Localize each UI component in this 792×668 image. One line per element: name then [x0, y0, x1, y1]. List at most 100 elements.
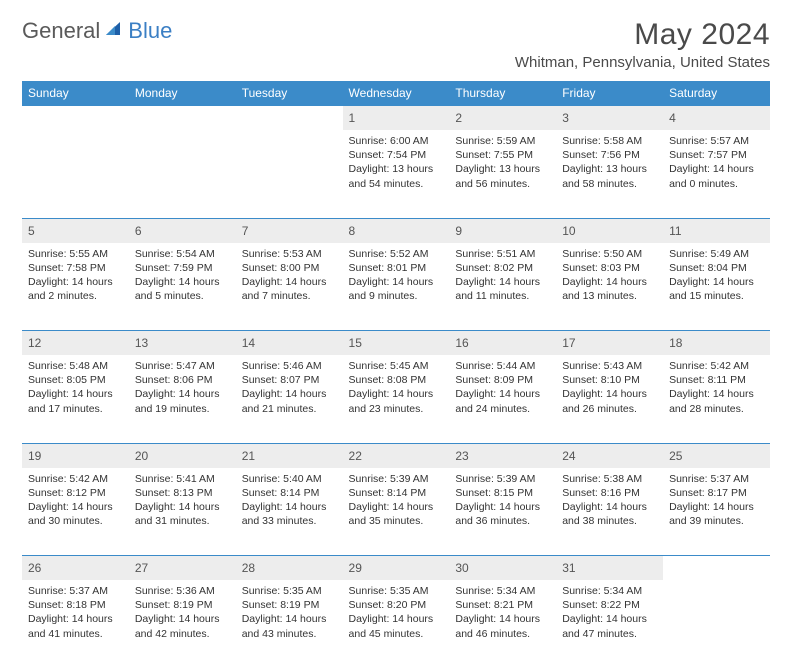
daynum-cell: 19 [22, 443, 129, 468]
daynum-cell: 31 [556, 556, 663, 581]
weekday-header: Thursday [449, 81, 556, 106]
sunrise-line: Sunrise: 5:58 AM [562, 134, 657, 148]
day-cell: Sunrise: 5:54 AMSunset: 7:59 PMDaylight:… [129, 243, 236, 331]
day-cell [663, 580, 770, 668]
day-cell: Sunrise: 5:57 AMSunset: 7:57 PMDaylight:… [663, 130, 770, 218]
sunset-line: Sunset: 8:03 PM [562, 261, 657, 275]
sunrise-line: Sunrise: 5:48 AM [28, 359, 123, 373]
title-block: May 2024 Whitman, Pennsylvania, United S… [515, 18, 770, 71]
daynum-cell: 7 [236, 218, 343, 243]
day-cell: Sunrise: 5:42 AMSunset: 8:11 PMDaylight:… [663, 355, 770, 443]
day-number: 24 [562, 449, 575, 463]
daynum-cell: 4 [663, 106, 770, 131]
day-number: 25 [669, 449, 682, 463]
daynum-row: 262728293031 [22, 556, 770, 581]
day-cell: Sunrise: 5:41 AMSunset: 8:13 PMDaylight:… [129, 468, 236, 556]
sunset-line: Sunset: 8:14 PM [242, 486, 337, 500]
day-details: Sunrise: 5:53 AMSunset: 8:00 PMDaylight:… [242, 247, 337, 304]
day-cell: Sunrise: 5:44 AMSunset: 8:09 PMDaylight:… [449, 355, 556, 443]
daynum-cell [129, 106, 236, 131]
sunrise-line: Sunrise: 5:42 AM [28, 472, 123, 486]
daynum-cell [236, 106, 343, 131]
sunset-line: Sunset: 7:54 PM [349, 148, 444, 162]
sunrise-line: Sunrise: 5:55 AM [28, 247, 123, 261]
page-header: General Blue May 2024 Whitman, Pennsylva… [22, 18, 770, 71]
content-row: Sunrise: 5:37 AMSunset: 8:18 PMDaylight:… [22, 580, 770, 668]
daynum-row: 1234 [22, 106, 770, 131]
daylight-line: Daylight: 14 hours and 33 minutes. [242, 500, 337, 528]
daylight-line: Daylight: 14 hours and 45 minutes. [349, 612, 444, 640]
day-number: 9 [455, 224, 462, 238]
daylight-line: Daylight: 14 hours and 35 minutes. [349, 500, 444, 528]
day-number: 12 [28, 336, 41, 350]
day-details: Sunrise: 5:57 AMSunset: 7:57 PMDaylight:… [669, 134, 764, 191]
daylight-line: Daylight: 14 hours and 2 minutes. [28, 275, 123, 303]
daynum-cell: 25 [663, 443, 770, 468]
day-details: Sunrise: 5:51 AMSunset: 8:02 PMDaylight:… [455, 247, 550, 304]
sunrise-line: Sunrise: 5:52 AM [349, 247, 444, 261]
day-number: 3 [562, 111, 569, 125]
sunrise-line: Sunrise: 5:47 AM [135, 359, 230, 373]
day-number: 4 [669, 111, 676, 125]
sunrise-line: Sunrise: 5:39 AM [349, 472, 444, 486]
day-details: Sunrise: 6:00 AMSunset: 7:54 PMDaylight:… [349, 134, 444, 191]
sunset-line: Sunset: 8:11 PM [669, 373, 764, 387]
content-row: Sunrise: 6:00 AMSunset: 7:54 PMDaylight:… [22, 130, 770, 218]
day-details: Sunrise: 5:46 AMSunset: 8:07 PMDaylight:… [242, 359, 337, 416]
day-number: 20 [135, 449, 148, 463]
day-number: 6 [135, 224, 142, 238]
day-details: Sunrise: 5:41 AMSunset: 8:13 PMDaylight:… [135, 472, 230, 529]
daylight-line: Daylight: 13 hours and 56 minutes. [455, 162, 550, 190]
daylight-line: Daylight: 14 hours and 5 minutes. [135, 275, 230, 303]
daynum-cell [22, 106, 129, 131]
day-number: 18 [669, 336, 682, 350]
weekday-header: Tuesday [236, 81, 343, 106]
day-details: Sunrise: 5:50 AMSunset: 8:03 PMDaylight:… [562, 247, 657, 304]
daynum-cell: 13 [129, 331, 236, 356]
daylight-line: Daylight: 14 hours and 39 minutes. [669, 500, 764, 528]
sunrise-line: Sunrise: 5:44 AM [455, 359, 550, 373]
sunrise-line: Sunrise: 5:39 AM [455, 472, 550, 486]
daynum-row: 567891011 [22, 218, 770, 243]
sunrise-line: Sunrise: 5:34 AM [562, 584, 657, 598]
day-cell: Sunrise: 5:59 AMSunset: 7:55 PMDaylight:… [449, 130, 556, 218]
day-details: Sunrise: 5:42 AMSunset: 8:12 PMDaylight:… [28, 472, 123, 529]
sunset-line: Sunset: 8:18 PM [28, 598, 123, 612]
day-number: 28 [242, 561, 255, 575]
day-cell: Sunrise: 5:51 AMSunset: 8:02 PMDaylight:… [449, 243, 556, 331]
sunset-line: Sunset: 7:56 PM [562, 148, 657, 162]
sunrise-line: Sunrise: 5:49 AM [669, 247, 764, 261]
daylight-line: Daylight: 14 hours and 38 minutes. [562, 500, 657, 528]
sunrise-line: Sunrise: 5:37 AM [28, 584, 123, 598]
content-row: Sunrise: 5:48 AMSunset: 8:05 PMDaylight:… [22, 355, 770, 443]
logo-text-blue: Blue [128, 18, 172, 44]
daynum-cell: 28 [236, 556, 343, 581]
day-details: Sunrise: 5:58 AMSunset: 7:56 PMDaylight:… [562, 134, 657, 191]
month-title: May 2024 [515, 18, 770, 52]
daylight-line: Daylight: 14 hours and 30 minutes. [28, 500, 123, 528]
daynum-cell: 2 [449, 106, 556, 131]
day-number: 23 [455, 449, 468, 463]
day-cell: Sunrise: 5:52 AMSunset: 8:01 PMDaylight:… [343, 243, 450, 331]
day-number: 26 [28, 561, 41, 575]
daynum-cell: 8 [343, 218, 450, 243]
day-cell: Sunrise: 5:36 AMSunset: 8:19 PMDaylight:… [129, 580, 236, 668]
sunset-line: Sunset: 8:04 PM [669, 261, 764, 275]
day-cell: Sunrise: 6:00 AMSunset: 7:54 PMDaylight:… [343, 130, 450, 218]
sunrise-line: Sunrise: 5:42 AM [669, 359, 764, 373]
day-cell: Sunrise: 5:37 AMSunset: 8:18 PMDaylight:… [22, 580, 129, 668]
day-number: 16 [455, 336, 468, 350]
day-cell: Sunrise: 5:49 AMSunset: 8:04 PMDaylight:… [663, 243, 770, 331]
daylight-line: Daylight: 14 hours and 43 minutes. [242, 612, 337, 640]
daylight-line: Daylight: 14 hours and 28 minutes. [669, 387, 764, 415]
daylight-line: Daylight: 14 hours and 23 minutes. [349, 387, 444, 415]
day-number: 19 [28, 449, 41, 463]
sunset-line: Sunset: 8:00 PM [242, 261, 337, 275]
day-details: Sunrise: 5:59 AMSunset: 7:55 PMDaylight:… [455, 134, 550, 191]
day-cell: Sunrise: 5:48 AMSunset: 8:05 PMDaylight:… [22, 355, 129, 443]
daynum-cell: 6 [129, 218, 236, 243]
sunrise-line: Sunrise: 5:37 AM [669, 472, 764, 486]
daylight-line: Daylight: 14 hours and 47 minutes. [562, 612, 657, 640]
daylight-line: Daylight: 14 hours and 41 minutes. [28, 612, 123, 640]
daylight-line: Daylight: 14 hours and 13 minutes. [562, 275, 657, 303]
